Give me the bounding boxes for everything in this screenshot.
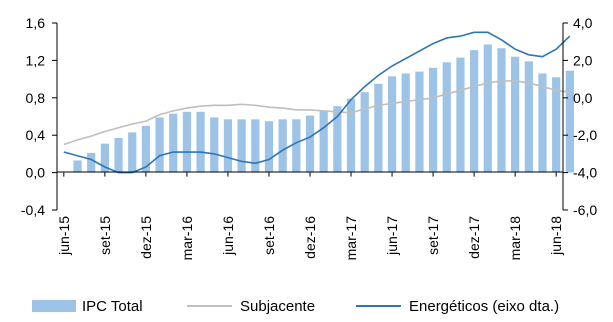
left-tick-label: 0,8	[26, 90, 46, 106]
legend: IPC Total Subjacente Energéticos (eixo d…	[32, 298, 559, 315]
right-axis-ticks: -6,0 -4,0 -2,0 0,0 2,0 4,0	[563, 15, 597, 218]
bar-jun-18	[552, 77, 561, 173]
x-tick-label: dez-17	[466, 216, 482, 259]
bar-jul-17	[401, 73, 410, 173]
x-tick-label: jun-16	[220, 216, 236, 256]
bar-nov-15	[128, 132, 137, 173]
right-tick-label: -2,0	[573, 127, 597, 143]
bar-abr-16	[196, 111, 205, 173]
legend-label-ipc-total: IPC Total	[82, 298, 143, 315]
bar-ago-17	[415, 71, 424, 173]
line-subjacente	[63, 80, 570, 146]
x-tick-label: dez-16	[302, 216, 318, 259]
bar-jun-16	[223, 119, 233, 173]
bar-jan-16	[155, 117, 164, 173]
bar-fev-18	[497, 48, 506, 173]
x-tick-label: dez-15	[138, 216, 154, 259]
bar-set-15	[100, 143, 109, 173]
right-tick-label: -4,0	[573, 165, 597, 181]
bar-jul-16	[237, 119, 246, 173]
bar-ago-15	[87, 152, 96, 173]
bar-jun-17	[387, 76, 397, 173]
left-axis-ticks: -0,4 0,0 0,4 0,8 1,2 1,6	[21, 15, 57, 218]
x-tick-label: set-17	[425, 216, 441, 255]
x-tick-label: set-16	[261, 216, 277, 255]
right-tick-label: 4,0	[573, 15, 593, 31]
bar-mar-16	[182, 111, 192, 173]
left-tick-label: 0,4	[26, 127, 46, 143]
left-tick-label: 1,2	[26, 52, 46, 68]
right-tick-label: 0,0	[573, 90, 593, 106]
bar-mar-18	[511, 56, 520, 173]
bar-abr-17	[360, 92, 369, 173]
x-axis-ticks: jun-15 set-15 dez-15 mar-16 jun-16 set-16 dez-…	[56, 172, 564, 261]
bar-mar-17	[346, 98, 356, 173]
bar-dez-17	[470, 50, 479, 173]
bar-set-17	[428, 67, 438, 173]
x-tick-label: jun-17	[384, 216, 400, 256]
bar-out-16	[278, 119, 287, 173]
bar-undefined	[565, 70, 574, 173]
bar-out-15	[114, 138, 123, 173]
bar-jul-15	[73, 160, 82, 173]
legend-label-subjacente: Subjacente	[240, 298, 315, 315]
x-tick-label: mar-18	[507, 216, 523, 261]
legend-label-energeticos: Energéticos (eixo dta.)	[409, 298, 559, 315]
bar-fev-16	[169, 113, 178, 173]
bars-ipc-total	[73, 44, 574, 173]
x-tick-label: mar-16	[179, 216, 195, 261]
bar-abr-18	[524, 61, 533, 173]
right-tick-label: -6,0	[573, 202, 597, 218]
bar-nov-16	[292, 119, 301, 173]
bar-nov-17	[456, 57, 465, 173]
right-tick-label: 2,0	[573, 52, 593, 68]
bar-mai-17	[374, 83, 383, 173]
x-tick-label: jun-15	[56, 216, 72, 256]
bar-mai-16	[210, 117, 219, 173]
x-tick-label: mar-17	[343, 216, 359, 261]
line-energeticos	[63, 31, 571, 174]
bar-ago-16	[251, 119, 260, 173]
legend-swatch-ipc-total	[32, 300, 76, 312]
x-tick-label: jun-18	[548, 216, 564, 256]
bar-jan-18	[483, 44, 492, 173]
left-tick-label: 0,0	[26, 165, 46, 181]
bar-dez-16	[305, 115, 315, 173]
bar-dez-15	[141, 125, 150, 173]
bar-mai-18	[538, 73, 547, 173]
x-tick-label: set-15	[97, 216, 113, 255]
bar-out-17	[442, 62, 451, 173]
lines	[63, 31, 571, 174]
left-tick-label: -0,4	[21, 202, 45, 218]
left-tick-label: 1,6	[26, 15, 46, 31]
bar-jan-17	[319, 110, 328, 173]
bar-fev-17	[333, 106, 342, 173]
bar-set-16	[264, 121, 274, 173]
